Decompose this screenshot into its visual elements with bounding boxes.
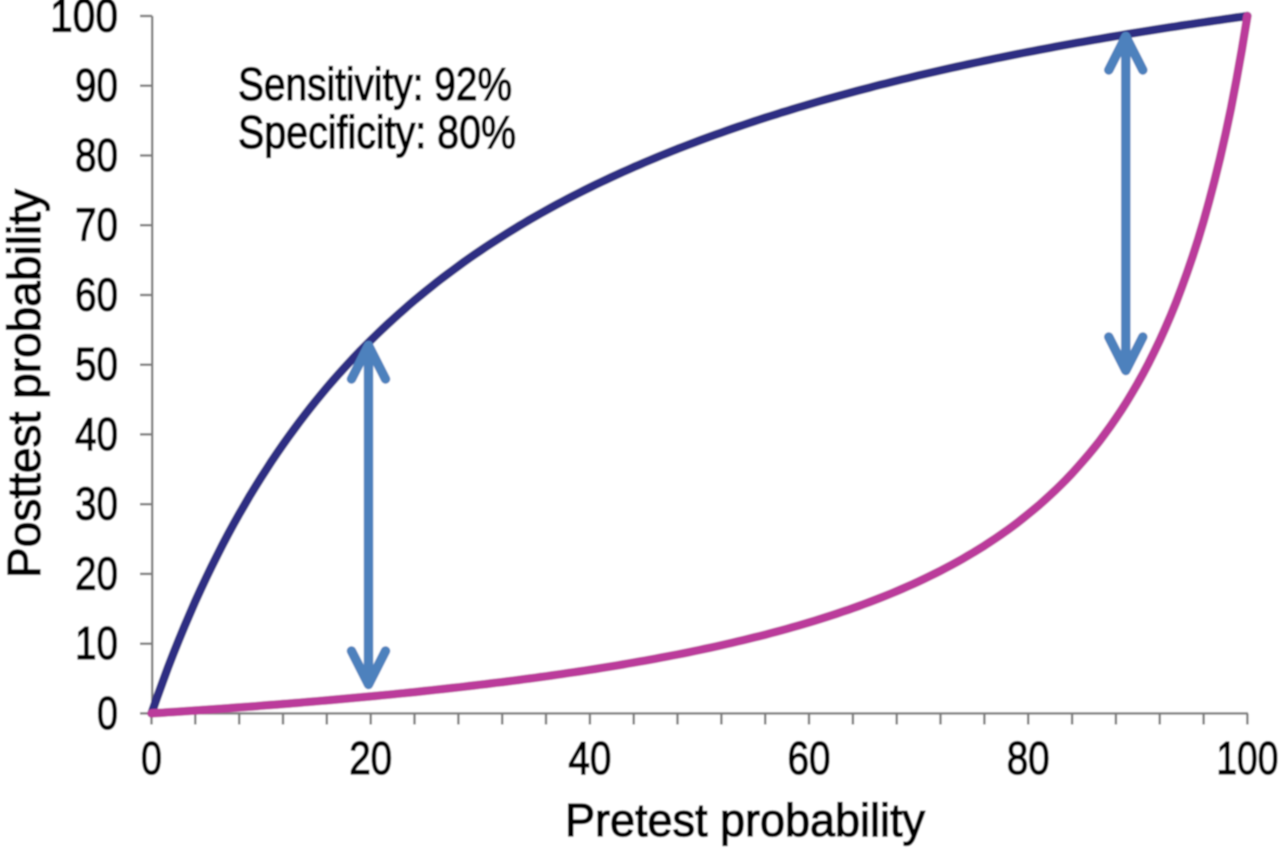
svg-text:70: 70 [75,199,118,251]
svg-text:Pretest probability: Pretest probability [565,794,925,846]
svg-text:30: 30 [75,478,118,530]
svg-text:60: 60 [75,269,118,321]
svg-text:Posttest probability: Posttest probability [0,189,50,578]
svg-text:20: 20 [349,732,392,784]
svg-text:Sensitivity: 92%: Sensitivity: 92% [238,58,512,110]
svg-text:60: 60 [788,732,831,784]
svg-text:80: 80 [1007,732,1050,784]
svg-text:40: 40 [568,732,611,784]
svg-text:20: 20 [75,547,118,599]
svg-text:Specificity: 80%: Specificity: 80% [238,106,516,158]
svg-text:10: 10 [75,617,118,669]
svg-text:100: 100 [1216,732,1278,784]
svg-text:0: 0 [97,687,118,739]
svg-text:40: 40 [75,408,118,460]
svg-text:80: 80 [75,129,118,181]
svg-text:0: 0 [141,732,162,784]
svg-text:100: 100 [50,0,118,42]
svg-text:50: 50 [75,338,118,390]
svg-text:90: 90 [75,59,118,111]
